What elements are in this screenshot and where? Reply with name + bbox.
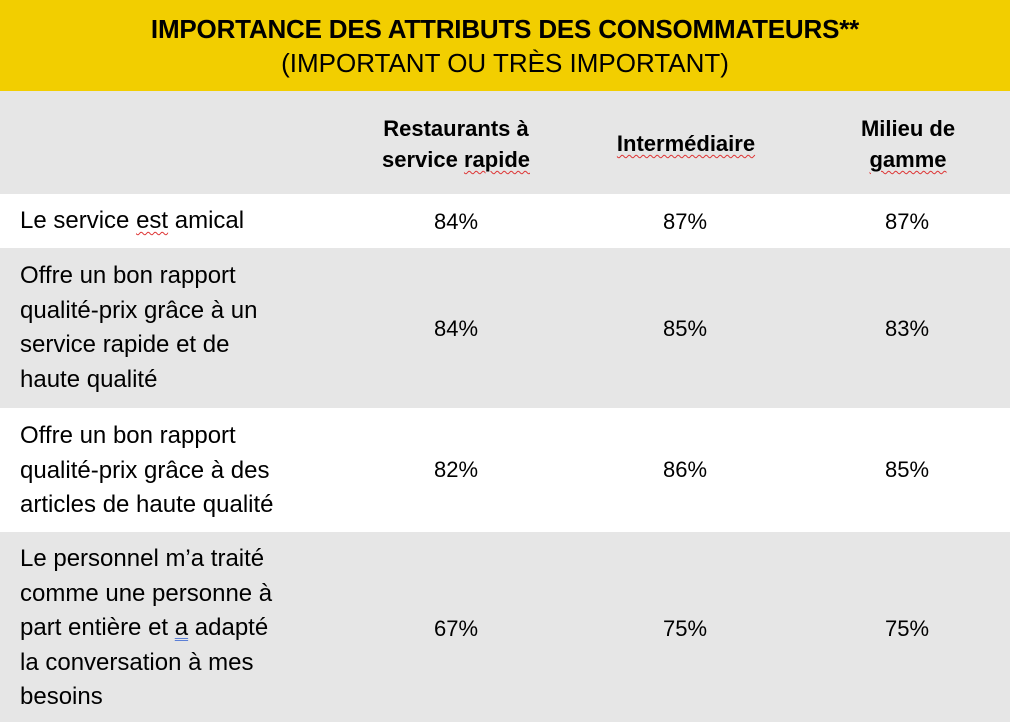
- column-header-line: gamme: [808, 144, 1008, 175]
- row-label-line: qualité-prix grâce à des: [20, 456, 270, 484]
- row-label-line: Offre un bon rapport: [20, 262, 236, 289]
- value-intermediate: 75%: [662, 616, 708, 641]
- value-quick-service: 84%: [433, 316, 479, 341]
- row-label-text: adapté: [188, 614, 269, 641]
- table-subtitle: (IMPORTANT OU TRÈS IMPORTANT): [281, 48, 729, 78]
- value-intermediate: 85%: [662, 316, 708, 341]
- column-header-quick-service: Restaurants à service rapide: [356, 113, 556, 175]
- row-label-line: haute qualité: [20, 365, 158, 393]
- spellcheck-flagged-word: est: [136, 207, 169, 234]
- table-row: Offre un bon rapport qualité-prix grâce …: [0, 408, 1010, 532]
- row-label-text: part entière et: [20, 614, 175, 641]
- row-label-line: Offre un bon rapport: [20, 422, 236, 449]
- column-header-row: Restaurants à service rapide Intermédiai…: [0, 91, 1010, 194]
- row-label: Offre un bon rapport qualité-prix grâce …: [20, 419, 340, 523]
- table-row: Offre un bon rapport qualité-prix grâce …: [0, 248, 1010, 408]
- row-label-line: articles de haute qualité: [20, 491, 274, 518]
- spellcheck-flagged-word: Intermédiaire: [616, 131, 756, 156]
- column-header-line: Restaurants à: [383, 116, 529, 141]
- row-label-line: besoins: [20, 683, 103, 710]
- column-header-line: Milieu de: [860, 116, 956, 141]
- row-label-line: la conversation à mes: [20, 648, 254, 676]
- row-label-line: part entière et a adapté: [20, 611, 340, 646]
- spellcheck-flagged-word: gamme: [869, 147, 947, 172]
- row-label-line: service rapide et de: [20, 331, 230, 358]
- column-header-mid-range: Milieu de gamme: [808, 113, 1008, 175]
- column-header-text: service: [382, 147, 464, 172]
- value-intermediate: 86%: [662, 457, 708, 482]
- value-mid-range: 75%: [884, 616, 930, 641]
- value-mid-range: 85%: [884, 457, 930, 482]
- value-mid-range: 83%: [884, 316, 930, 341]
- column-header-intermediate: Intermédiaire: [586, 128, 786, 159]
- table-row: Le personnel m’a traité comme une person…: [0, 532, 1010, 722]
- table-title: IMPORTANCE DES ATTRIBUTS DES CONSOMMATEU…: [150, 14, 860, 44]
- row-label-text: Le service: [20, 207, 137, 234]
- row-label-text: amical: [168, 207, 245, 234]
- value-quick-service: 67%: [433, 616, 479, 641]
- column-header-line: service rapide: [356, 144, 556, 175]
- value-intermediate: 87%: [662, 209, 708, 234]
- value-mid-range: 87%: [884, 209, 930, 234]
- title-band: IMPORTANCE DES ATTRIBUTS DES CONSOMMATEU…: [0, 0, 1010, 91]
- table-row: Le service est amical 84% 87% 87%: [0, 194, 1010, 248]
- row-label-line: qualité-prix grâce à un: [20, 296, 258, 324]
- grammar-flagged-word: a: [174, 614, 189, 641]
- spellcheck-flagged-word: rapide: [463, 147, 530, 172]
- row-label-line: Le personnel m’a traité: [20, 545, 265, 572]
- value-quick-service: 82%: [433, 457, 479, 482]
- row-label: Le personnel m’a traité comme une person…: [20, 542, 340, 715]
- row-label: Offre un bon rapport qualité-prix grâce …: [20, 259, 340, 397]
- value-quick-service: 84%: [433, 209, 479, 234]
- row-label-line: comme une personne à: [20, 579, 273, 607]
- row-label: Le service est amical: [20, 204, 340, 239]
